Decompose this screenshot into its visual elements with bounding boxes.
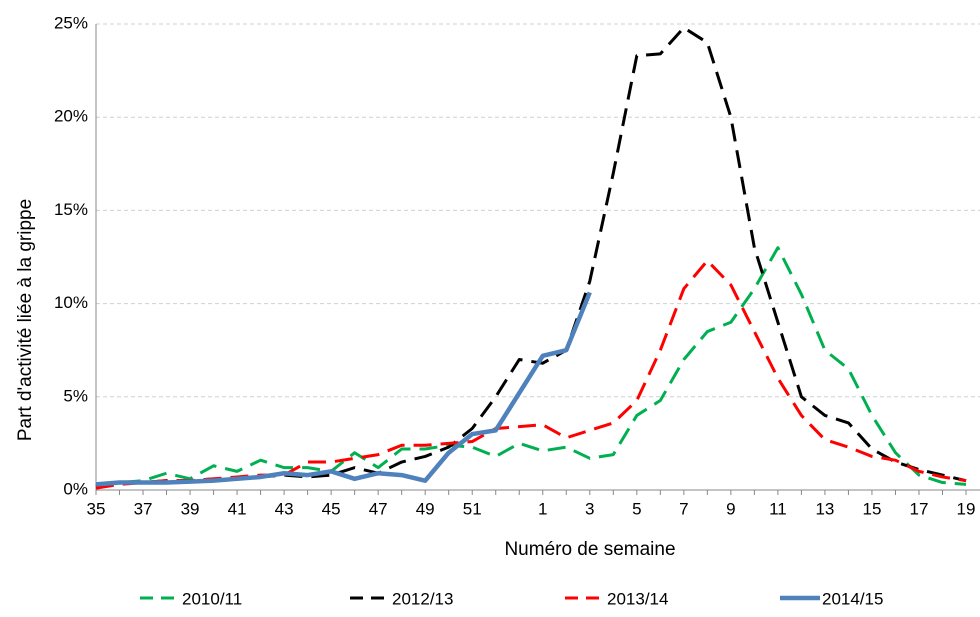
x-tick-label: 43 bbox=[275, 499, 294, 518]
x-tick-label: 49 bbox=[416, 499, 435, 518]
x-tick-label: 45 bbox=[322, 499, 341, 518]
series-line bbox=[95, 291, 592, 487]
x-tick-label: 7 bbox=[679, 499, 688, 518]
x-tick-label: 1 bbox=[538, 499, 547, 518]
y-tick-label: 5% bbox=[63, 386, 88, 405]
x-tick-label: 11 bbox=[769, 499, 787, 518]
legend-label: 2013/14 bbox=[607, 589, 668, 608]
x-tick-label: 13 bbox=[815, 499, 834, 518]
x-tick-label: 3 bbox=[585, 499, 594, 518]
x-tick-label: 5 bbox=[632, 499, 641, 518]
x-tick-label: 39 bbox=[181, 499, 200, 518]
series-line bbox=[95, 246, 967, 488]
x-axis-title: Numéro de semaine bbox=[504, 539, 675, 560]
x-tick-label: 17 bbox=[910, 499, 929, 518]
x-tick-label: 37 bbox=[134, 499, 153, 518]
series-line bbox=[95, 26, 967, 488]
y-tick-label: 25% bbox=[54, 13, 88, 32]
legend-label: 2010/11 bbox=[182, 589, 242, 608]
x-tick-label: 15 bbox=[862, 499, 881, 518]
y-tick-label: 10% bbox=[54, 293, 88, 312]
x-tick-label: 41 bbox=[228, 499, 247, 518]
legend-label: 2014/15 bbox=[822, 589, 883, 608]
x-tick-label: 19 bbox=[957, 499, 976, 518]
y-tick-label: 20% bbox=[54, 107, 88, 126]
y-axis-title: Part d'activité liée à la grippe bbox=[15, 199, 36, 441]
y-tick-label: 15% bbox=[54, 200, 88, 219]
legend-label: 2012/13 bbox=[392, 589, 453, 608]
x-tick-label: 47 bbox=[369, 499, 388, 518]
x-tick-label: 35 bbox=[87, 499, 106, 518]
x-tick-label: 9 bbox=[726, 499, 735, 518]
x-tick-label: 51 bbox=[463, 499, 482, 518]
y-tick-label: 0% bbox=[63, 479, 88, 498]
